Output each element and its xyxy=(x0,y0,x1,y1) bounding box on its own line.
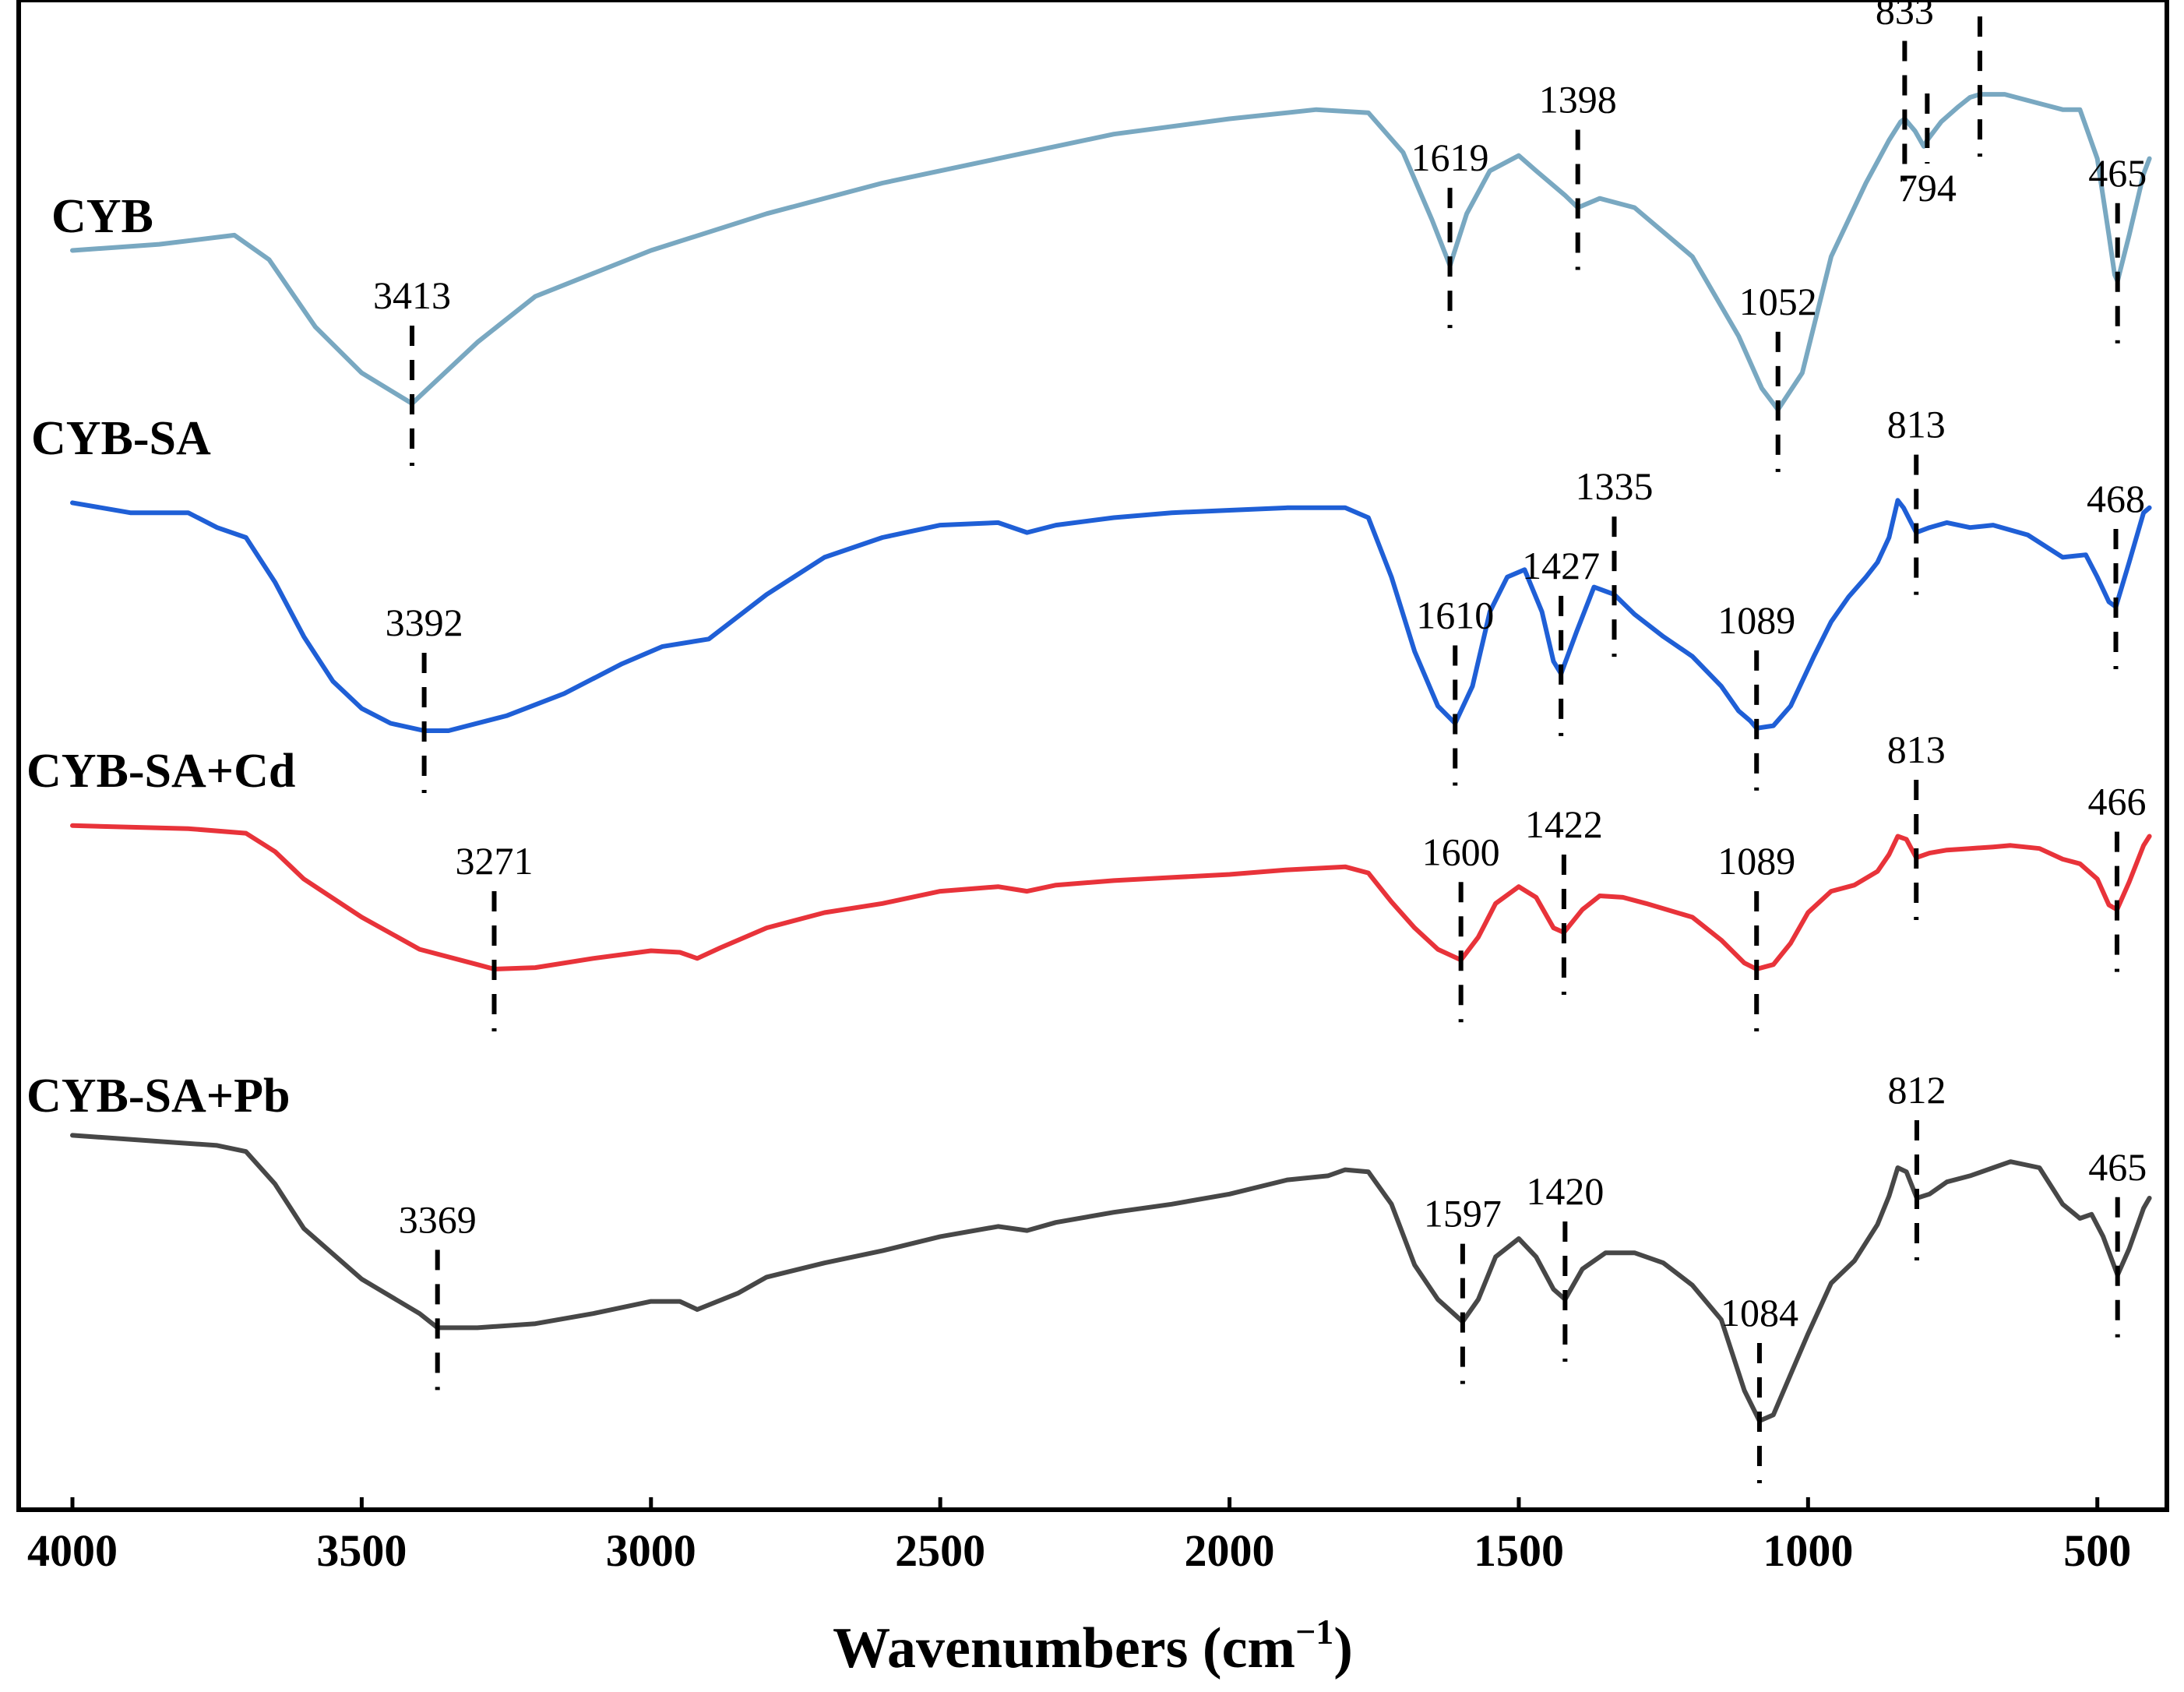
spectrum-line-3 xyxy=(70,1133,2152,1423)
peak-label-19: 813 xyxy=(1887,728,1946,771)
peak-label-6: 703 xyxy=(1950,0,2009,8)
spectrum-line-2 xyxy=(70,823,2152,971)
x-tick-label-5: 1500 xyxy=(1474,1525,1564,1576)
series-label-1: CYB-SA xyxy=(31,412,211,465)
series-label-2: CYB-SA+Cd xyxy=(26,745,295,798)
peak-label-26: 465 xyxy=(2088,1145,2147,1189)
x-axis-title-superscript: −1 xyxy=(1295,1612,1333,1651)
peak-label-0: 3413 xyxy=(373,273,451,317)
peak-label-11: 1335 xyxy=(1576,464,1654,508)
plot-frame xyxy=(16,0,2169,1512)
series-label-0: CYB xyxy=(51,190,153,243)
peak-label-14: 468 xyxy=(2087,477,2145,520)
spectrum-line-0 xyxy=(70,92,2152,412)
peak-label-18: 1089 xyxy=(1717,839,1795,883)
x-tick-label-6: 1000 xyxy=(1763,1525,1853,1576)
peak-label-17: 1422 xyxy=(1525,802,1603,846)
peak-label-25: 812 xyxy=(1887,1068,1946,1112)
peak-markers: 3413 1619 1398 1052 833 794 703 465 3392 1610 1427… xyxy=(373,0,2147,1483)
peak-label-9: 1610 xyxy=(1416,593,1494,636)
peak-label-8: 3392 xyxy=(386,601,463,644)
peak-label-3: 1052 xyxy=(1739,280,1817,323)
peak-label-4: 833 xyxy=(1876,0,1934,33)
x-tick-label-7: 500 xyxy=(2063,1525,2131,1576)
peak-label-21: 3369 xyxy=(399,1197,477,1241)
x-axis: 4000 3500 3000 2500 2000 1500 1000 500 xyxy=(27,1497,2131,1576)
peak-label-10: 1427 xyxy=(1522,544,1600,587)
peak-label-12: 1089 xyxy=(1717,598,1795,642)
peak-label-20: 466 xyxy=(2087,780,2146,823)
spectrum-line-1 xyxy=(70,498,2152,733)
peak-label-24: 1084 xyxy=(1721,1291,1798,1334)
peak-label-23: 1420 xyxy=(1526,1169,1604,1213)
x-tick-label-1: 3500 xyxy=(316,1525,407,1576)
x-axis-title: Wavenumbers (cm−1) xyxy=(833,1612,1353,1680)
peak-label-2: 1398 xyxy=(1539,77,1617,121)
spectra xyxy=(70,92,2152,1423)
x-axis-title-close: ) xyxy=(1333,1616,1353,1680)
peak-label-22: 1597 xyxy=(1424,1192,1502,1236)
series-labels: CYB CYB-SA CYB-SA+Cd CYB-SA+Pb xyxy=(26,190,295,1123)
x-tick-label-0: 4000 xyxy=(27,1525,118,1576)
peak-label-7: 465 xyxy=(2088,151,2147,195)
peak-label-5: 794 xyxy=(1898,166,1957,210)
series-label-3: CYB-SA+Pb xyxy=(26,1070,291,1123)
x-tick-label-3: 2500 xyxy=(895,1525,985,1576)
x-tick-label-2: 3000 xyxy=(606,1525,696,1576)
peak-label-16: 1600 xyxy=(1422,830,1500,873)
x-tick-label-4: 2000 xyxy=(1185,1525,1275,1576)
peak-label-1: 1619 xyxy=(1411,136,1489,179)
peak-label-13: 813 xyxy=(1887,403,1946,446)
peak-label-15: 3271 xyxy=(455,839,533,883)
